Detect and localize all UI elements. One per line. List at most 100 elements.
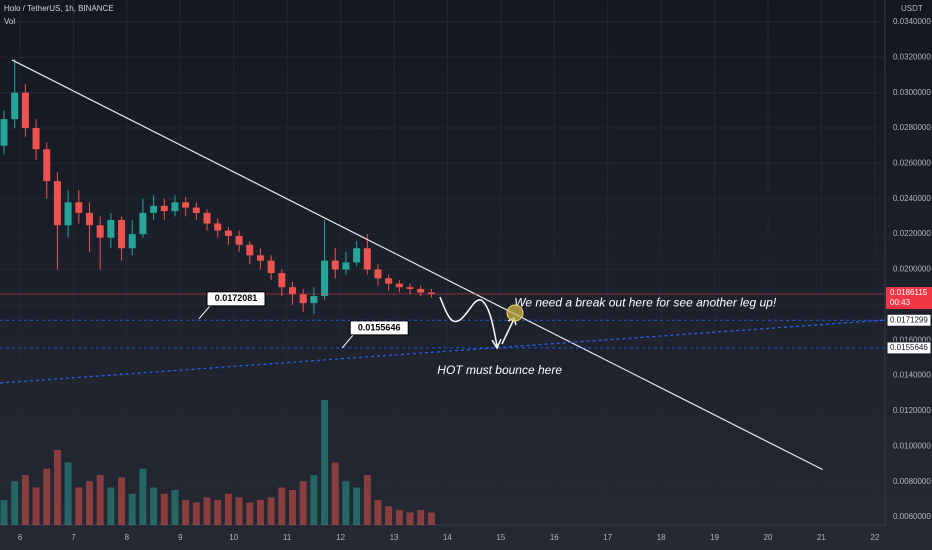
candle-body xyxy=(395,283,403,288)
candle-body xyxy=(246,244,254,256)
volume-bar xyxy=(256,500,264,525)
candle-body xyxy=(0,119,8,146)
current-price-box xyxy=(886,287,932,310)
candle-body xyxy=(192,207,200,213)
candles xyxy=(0,59,435,314)
candle-body xyxy=(385,278,393,284)
x-tick-label: 15 xyxy=(496,533,505,542)
note-box xyxy=(206,291,266,307)
candle-body xyxy=(278,273,286,288)
trendline xyxy=(0,319,886,384)
y-tick-label: 0.0060000 xyxy=(893,512,931,521)
candle-body xyxy=(363,248,371,270)
volume-bar xyxy=(385,506,393,525)
candle-body xyxy=(64,202,72,226)
note-text: 0.0172081 xyxy=(215,293,258,303)
axis-unit: USDT xyxy=(901,4,923,13)
volume-bar xyxy=(171,490,179,525)
candle-body xyxy=(331,260,339,270)
volume-bar xyxy=(128,493,136,525)
y-tick-label: 0.0220000 xyxy=(893,229,931,238)
volume-bar xyxy=(11,481,19,525)
candle-body xyxy=(43,149,51,182)
candle-body xyxy=(406,287,414,289)
x-tick-label: 20 xyxy=(764,533,773,542)
grid xyxy=(0,0,885,525)
candle-body xyxy=(267,260,275,274)
annotation: We need a break out here for see another… xyxy=(514,295,777,309)
note-pointer xyxy=(341,334,354,349)
candle-body xyxy=(96,225,104,238)
candle-body xyxy=(85,212,93,226)
x-tick-label: 7 xyxy=(71,533,76,542)
y-tick-label: 0.0240000 xyxy=(893,194,931,203)
candle-body xyxy=(299,294,307,304)
annotation: HOT must bounce here xyxy=(437,363,562,377)
trendline xyxy=(11,59,823,471)
note-text: 0.0155646 xyxy=(358,322,401,332)
candle-body xyxy=(128,234,136,249)
volume-bar xyxy=(150,487,158,525)
countdown-label: 00:43 xyxy=(890,298,911,307)
y-tick-label: 0.0100000 xyxy=(893,441,931,450)
y-tick-label: 0.0120000 xyxy=(893,406,931,415)
volume-bar xyxy=(160,493,168,525)
volume-bar xyxy=(21,475,29,525)
candle-body xyxy=(203,212,211,224)
volume-bar xyxy=(406,512,414,525)
candle-body xyxy=(53,181,61,226)
breakout-circle xyxy=(506,304,524,322)
price-label: 0.0155646 xyxy=(890,343,928,352)
candle-body xyxy=(224,230,232,236)
x-tick-label: 14 xyxy=(443,533,452,542)
volume-bar xyxy=(107,487,115,525)
volume-bar xyxy=(310,475,318,525)
candle-body xyxy=(160,205,168,212)
y-tick-label: 0.0140000 xyxy=(893,371,931,380)
volume-bar xyxy=(96,475,104,525)
volume-bar xyxy=(192,502,200,525)
note-box xyxy=(349,320,409,336)
candle-body xyxy=(342,262,350,270)
y-tick-label: 0.0080000 xyxy=(893,477,931,486)
candle-body xyxy=(107,219,115,238)
volume-bar xyxy=(75,487,83,525)
volume-bar xyxy=(246,502,254,525)
volume-pane xyxy=(0,400,435,525)
x-tick-label: 22 xyxy=(870,533,879,542)
price-label-box xyxy=(886,341,932,355)
volume-bar xyxy=(395,510,403,525)
candle-body xyxy=(11,92,19,120)
volume-bar xyxy=(267,497,275,525)
volume-bar xyxy=(85,481,93,525)
volume-bar xyxy=(353,487,361,525)
volume-bar xyxy=(331,462,339,525)
volume-bar xyxy=(321,400,329,525)
candle-body xyxy=(417,288,425,293)
candle-body xyxy=(289,287,297,295)
x-tick-label: 16 xyxy=(550,533,559,542)
candle-body xyxy=(353,248,361,263)
candle-body xyxy=(256,255,264,261)
candle-body xyxy=(214,223,222,231)
arrow-head xyxy=(491,338,502,350)
candle-body xyxy=(150,205,158,213)
volume-bar xyxy=(342,481,350,525)
volume-bar xyxy=(64,462,72,525)
candle-body xyxy=(321,260,329,297)
x-tick-label: 18 xyxy=(657,533,666,542)
x-tick-label: 11 xyxy=(283,533,292,542)
x-tick-label: 19 xyxy=(710,533,719,542)
note-pointer xyxy=(198,305,211,320)
candle-body xyxy=(21,92,29,129)
x-tick-label: 21 xyxy=(817,533,826,542)
drawings: 0.0172081 0.0155646 We need a break out he… xyxy=(0,59,886,471)
y-tick-label: 0.0260000 xyxy=(893,158,931,167)
candle-body xyxy=(139,212,147,235)
volume-bar xyxy=(43,468,51,525)
x-tick-label: 8 xyxy=(125,533,130,542)
candle-body xyxy=(182,202,190,208)
x-tick-label: 6 xyxy=(18,533,23,542)
axes: 0.0060000 0.0080000 0.0100000 0.0120000 0.01… xyxy=(18,17,932,542)
